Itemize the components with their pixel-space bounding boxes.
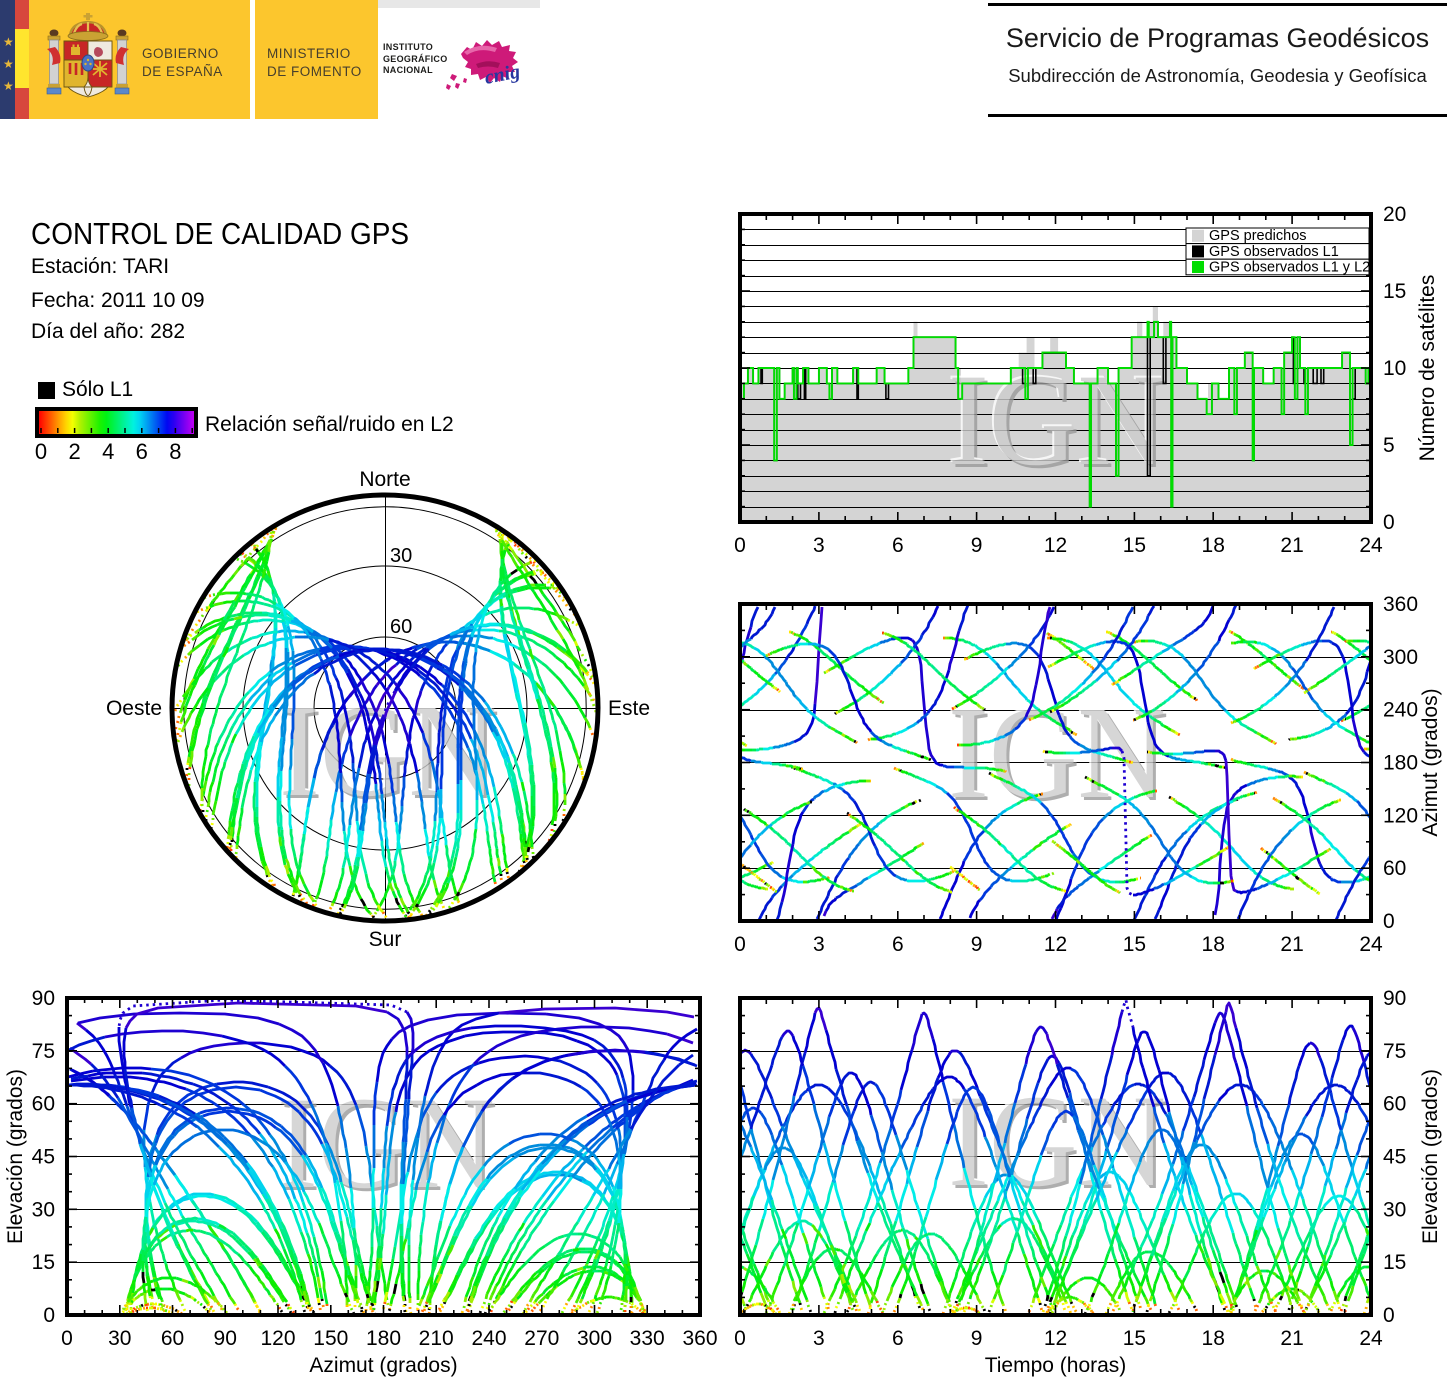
- svg-text:0: 0: [1383, 1304, 1395, 1327]
- svg-text:GPS observados L1 y L2: GPS observados L1 y L2: [1209, 259, 1370, 275]
- svg-text:9: 9: [971, 933, 983, 956]
- svg-text:30: 30: [108, 1327, 131, 1350]
- svg-text:15: 15: [32, 1251, 55, 1274]
- svg-text:180: 180: [1383, 752, 1418, 775]
- svg-text:0: 0: [1383, 511, 1395, 534]
- svg-text:0: 0: [43, 1304, 55, 1327]
- svg-text:60: 60: [161, 1327, 184, 1350]
- svg-text:15: 15: [1383, 1251, 1406, 1274]
- svg-text:3: 3: [813, 1327, 825, 1350]
- svg-text:12: 12: [1044, 534, 1067, 557]
- svg-text:75: 75: [32, 1040, 55, 1063]
- svg-text:3: 3: [813, 933, 825, 956]
- svg-text:120: 120: [1383, 804, 1418, 827]
- svg-text:300: 300: [577, 1327, 612, 1350]
- svg-text:0: 0: [35, 439, 47, 464]
- svg-text:75: 75: [1383, 1040, 1406, 1063]
- svg-text:120: 120: [260, 1327, 295, 1350]
- svg-text:9: 9: [971, 534, 983, 557]
- svg-text:60: 60: [32, 1093, 55, 1116]
- svg-text:Elevación (grados): Elevación (grados): [4, 1069, 27, 1244]
- svg-text:240: 240: [471, 1327, 506, 1350]
- svg-text:30: 30: [390, 545, 412, 567]
- svg-text:3: 3: [813, 534, 825, 557]
- svg-text:60: 60: [390, 616, 412, 638]
- svg-text:210: 210: [419, 1327, 454, 1350]
- svg-text:Sur: Sur: [369, 928, 402, 951]
- svg-text:6: 6: [892, 933, 904, 956]
- svg-text:180: 180: [366, 1327, 401, 1350]
- svg-text:GPS predichos: GPS predichos: [1209, 228, 1307, 244]
- svg-text:30: 30: [32, 1198, 55, 1221]
- svg-text:18: 18: [1202, 1327, 1225, 1350]
- svg-text:20: 20: [1383, 203, 1406, 226]
- svg-text:90: 90: [32, 987, 55, 1010]
- svg-text:Norte: Norte: [359, 468, 410, 491]
- svg-text:Este: Este: [608, 697, 650, 720]
- svg-text:2: 2: [68, 439, 80, 464]
- svg-text:18: 18: [1202, 534, 1225, 557]
- svg-text:21: 21: [1280, 534, 1303, 557]
- svg-text:0: 0: [61, 1327, 73, 1350]
- svg-text:0: 0: [734, 933, 746, 956]
- svg-text:24: 24: [1359, 933, 1383, 956]
- svg-text:8: 8: [169, 439, 181, 464]
- svg-text:0: 0: [734, 534, 746, 557]
- svg-text:4: 4: [102, 439, 114, 464]
- svg-text:5: 5: [1383, 434, 1395, 457]
- svg-text:45: 45: [32, 1146, 55, 1169]
- svg-text:15: 15: [1123, 933, 1146, 956]
- svg-text:0: 0: [734, 1327, 746, 1350]
- svg-text:15: 15: [1123, 1327, 1146, 1350]
- svg-text:IGN: IGN: [948, 1067, 1166, 1214]
- svg-text:Azimut (grados): Azimut (grados): [1419, 688, 1442, 836]
- svg-text:GPS observados L1: GPS observados L1: [1209, 244, 1339, 260]
- svg-text:Azimut (grados): Azimut (grados): [309, 1354, 457, 1377]
- svg-text:IGN: IGN: [951, 349, 1169, 496]
- svg-text:10: 10: [1383, 357, 1406, 380]
- svg-text:270: 270: [524, 1327, 559, 1350]
- svg-text:IGN: IGN: [279, 677, 497, 824]
- svg-text:360: 360: [1383, 593, 1418, 616]
- svg-text:45: 45: [1383, 1146, 1406, 1169]
- svg-text:60: 60: [1383, 857, 1406, 880]
- svg-text:Elevación (grados): Elevación (grados): [1419, 1069, 1442, 1244]
- svg-text:150: 150: [313, 1327, 348, 1350]
- svg-text:30: 30: [1383, 1198, 1406, 1221]
- svg-text:300: 300: [1383, 646, 1418, 669]
- svg-text:24: 24: [1359, 534, 1383, 557]
- svg-text:60: 60: [1383, 1093, 1406, 1116]
- svg-text:6: 6: [136, 439, 148, 464]
- svg-text:12: 12: [1044, 1327, 1067, 1350]
- svg-text:Número de satélites: Número de satélites: [1416, 275, 1439, 462]
- svg-text:240: 240: [1383, 699, 1418, 722]
- svg-text:12: 12: [1044, 933, 1067, 956]
- svg-text:21: 21: [1280, 933, 1303, 956]
- svg-text:360: 360: [682, 1327, 717, 1350]
- svg-text:24: 24: [1359, 1327, 1383, 1350]
- svg-text:330: 330: [630, 1327, 665, 1350]
- svg-text:21: 21: [1280, 1327, 1303, 1350]
- svg-text:90: 90: [214, 1327, 237, 1350]
- svg-text:18: 18: [1202, 933, 1225, 956]
- svg-text:90: 90: [1383, 987, 1406, 1010]
- svg-text:6: 6: [892, 1327, 904, 1350]
- svg-text:15: 15: [1383, 280, 1406, 303]
- svg-text:6: 6: [892, 534, 904, 557]
- svg-text:IGN: IGN: [948, 346, 1166, 493]
- svg-text:Tiempo (horas): Tiempo (horas): [985, 1354, 1127, 1377]
- svg-text:15: 15: [1123, 534, 1146, 557]
- svg-text:Oeste: Oeste: [106, 697, 162, 720]
- svg-text:9: 9: [971, 1327, 983, 1350]
- svg-text:0: 0: [1383, 910, 1395, 933]
